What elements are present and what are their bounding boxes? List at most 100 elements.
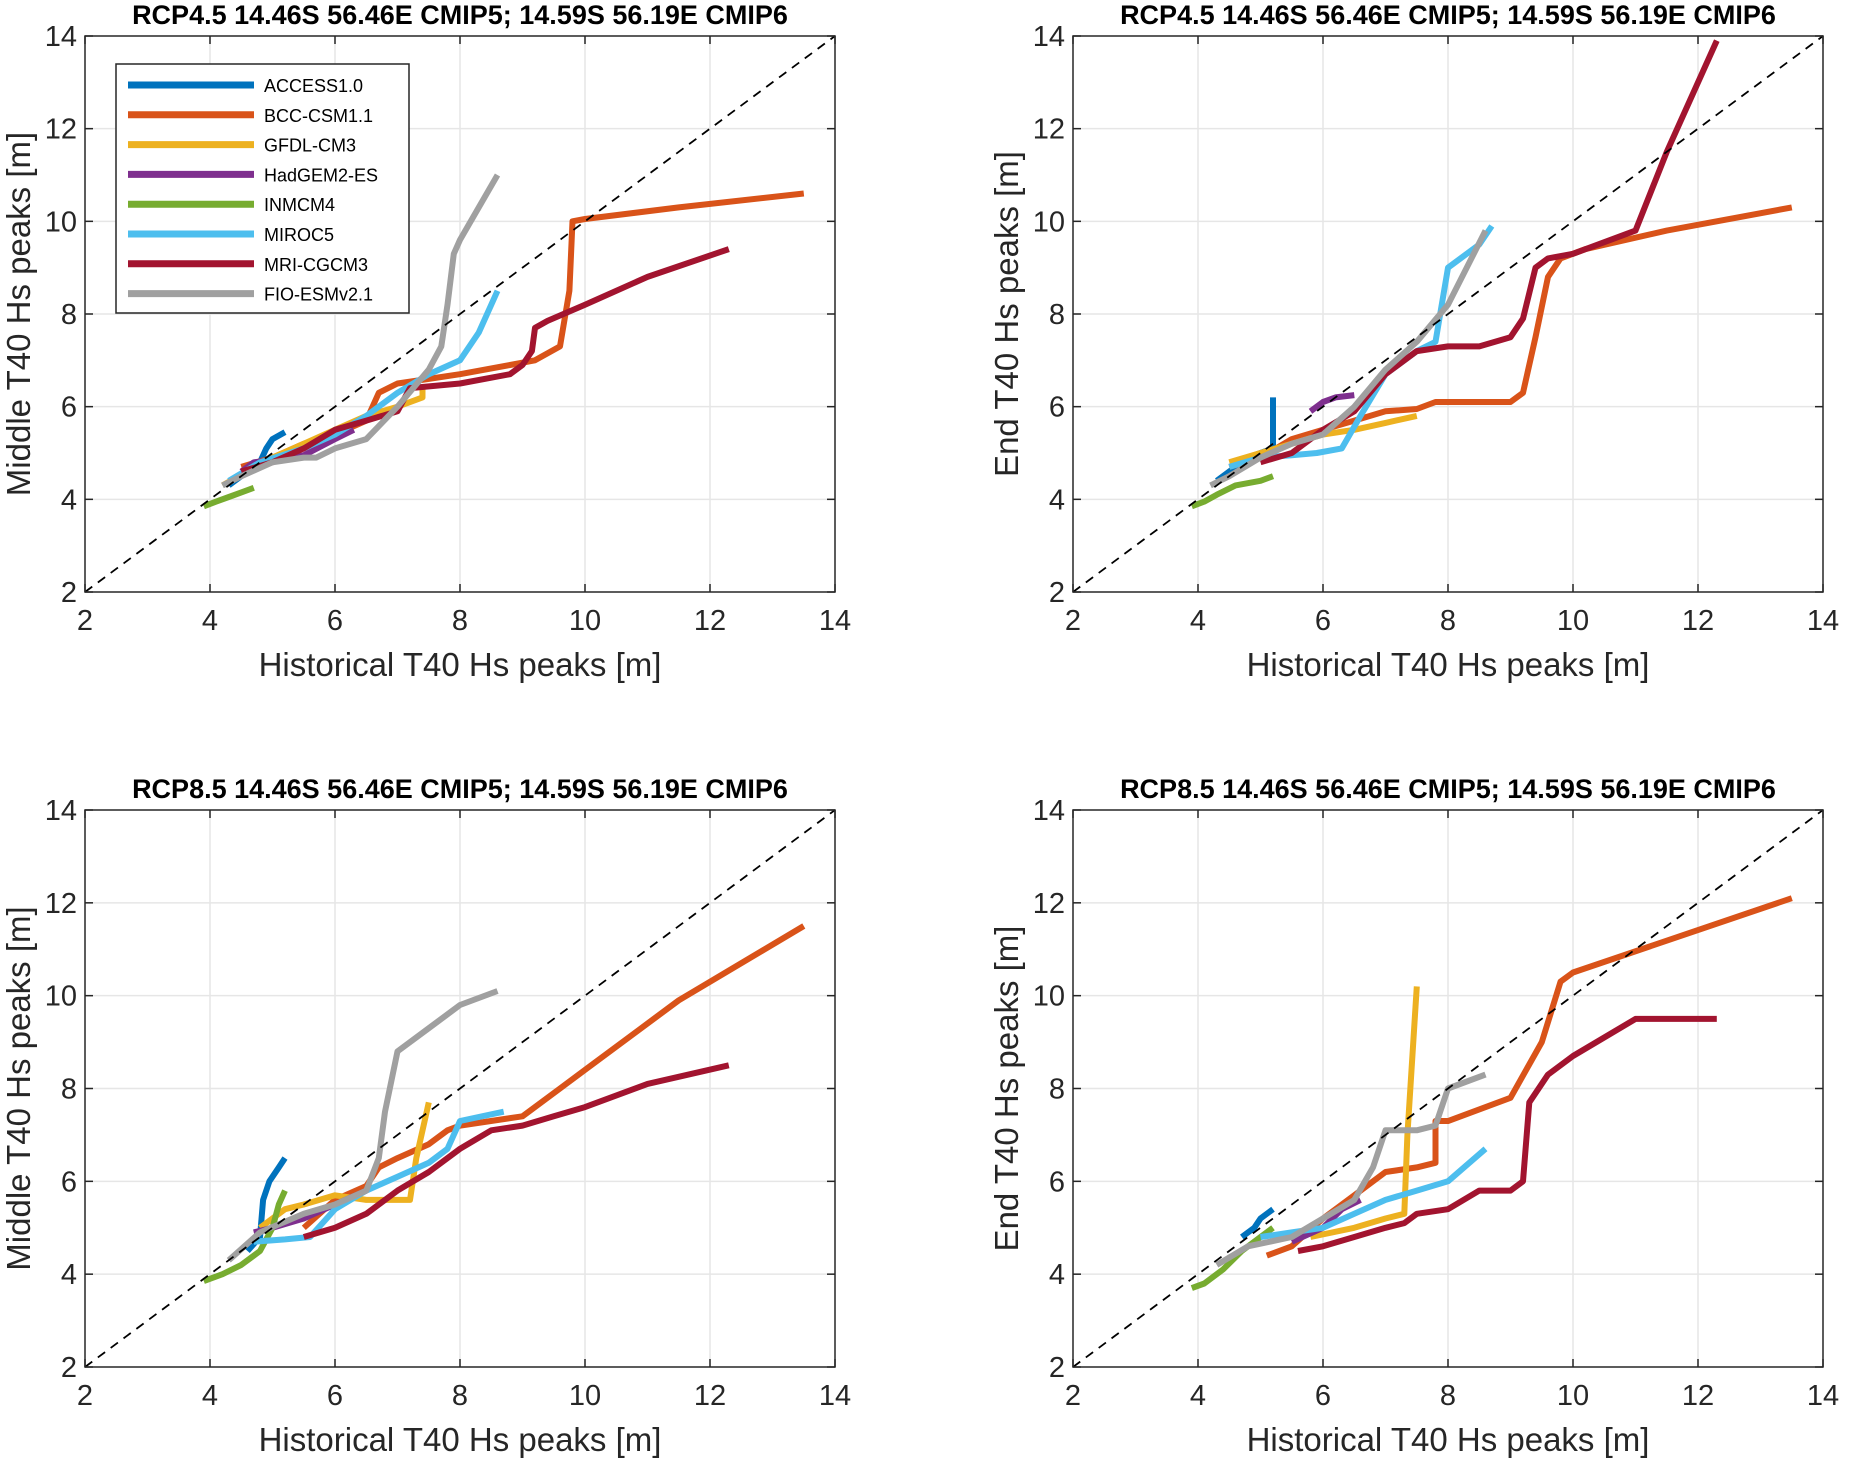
x-tick-label: 14 — [1807, 605, 1839, 637]
legend-label: BCC-CSM1.1 — [264, 106, 373, 126]
y-tick-label: 2 — [1049, 1352, 1065, 1384]
x-tick-label: 14 — [819, 605, 851, 637]
x-tick-label: 12 — [694, 605, 726, 637]
y-axis-label: End T40 Hs peaks [m] — [988, 151, 1025, 477]
x-tick-label: 12 — [1682, 605, 1714, 637]
y-tick-label: 8 — [61, 299, 77, 331]
x-tick-label: 2 — [77, 605, 93, 637]
x-axis-label: Historical T40 Hs peaks [m] — [1247, 646, 1650, 683]
series-line-inmcm4 — [1190, 473, 1275, 510]
y-tick-label: 6 — [1049, 1166, 1065, 1198]
x-axis-label: Historical T40 Hs peaks [m] — [1247, 1421, 1650, 1458]
series-line-access1-0 — [1240, 1206, 1275, 1240]
x-tick-label: 8 — [452, 1380, 468, 1412]
y-tick-label: 10 — [1033, 206, 1065, 238]
plot-title: RCP8.5 14.46S 56.46E CMIP5; 14.59S 56.19… — [132, 774, 788, 804]
series-line-fio-esmv2-1 — [1215, 1071, 1487, 1268]
y-axis-label: Middle T40 Hs peaks [m] — [0, 132, 37, 496]
plot-panel-bottom-right: 2 4 6 8 10 12 14 2 4 6 8 10 12 14 Historical T40 Hs pe… — [988, 774, 1839, 1458]
y-tick-label: 4 — [1049, 484, 1065, 516]
series-line-miroc5 — [253, 1108, 505, 1245]
legend: ACCESS1.0 BCC-CSM1.1 GFDL-CM3 HadGEM2-ES INM… — [115, 63, 410, 314]
one-to-one-reference-line — [84, 35, 836, 593]
legend-label: ACCESS1.0 — [264, 76, 363, 96]
y-tick-label: 2 — [61, 1352, 77, 1384]
plot-panel-bottom-left: 2 4 6 8 10 12 14 2 4 6 8 10 12 14 Historical T40 Hs pe… — [0, 774, 851, 1458]
y-tick-label: 2 — [1049, 577, 1065, 609]
series-line-fio-esmv2-1 — [1209, 229, 1489, 489]
series-line-mri-cgcm3 — [240, 246, 730, 475]
x-tick-label: 4 — [202, 1380, 218, 1412]
x-tick-label: 14 — [819, 1380, 851, 1412]
series-line-inmcm4 — [202, 484, 255, 510]
x-tick-label: 12 — [694, 1380, 726, 1412]
x-tick-label: 2 — [1065, 1380, 1081, 1412]
x-axis-label: Historical T40 Hs peaks [m] — [259, 1421, 662, 1458]
series-line-fio-esmv2-1 — [226, 988, 499, 1263]
legend-label: INMCM4 — [264, 195, 335, 215]
y-tick-label: 12 — [45, 888, 77, 920]
legend-label: HadGEM2-ES — [264, 165, 378, 185]
y-tick-label: 4 — [61, 1259, 77, 1291]
y-tick-label: 12 — [1033, 888, 1065, 920]
y-axis-label: End T40 Hs peaks [m] — [988, 926, 1025, 1252]
x-tick-label: 6 — [327, 1380, 343, 1412]
plot-panel-top-right: 2 4 6 8 10 12 14 2 4 6 8 10 12 14 Historical T40 Hs pe… — [988, 0, 1839, 683]
plot-title: RCP4.5 14.46S 56.46E CMIP5; 14.59S 56.19… — [132, 0, 788, 30]
y-tick-label: 14 — [45, 21, 77, 53]
y-tick-label: 8 — [1049, 1074, 1065, 1106]
x-tick-label: 10 — [1557, 1380, 1589, 1412]
legend-box — [115, 63, 410, 314]
series-line-inmcm4 — [202, 1189, 288, 1284]
x-tick-label: 2 — [1065, 605, 1081, 637]
y-tick-label: 14 — [1033, 21, 1065, 53]
y-tick-label: 4 — [1049, 1259, 1065, 1291]
legend-label: FIO-ESMv2.1 — [264, 285, 373, 305]
x-tick-label: 8 — [1440, 1380, 1456, 1412]
legend-label: GFDL-CM3 — [264, 136, 356, 156]
series-line-mri-cgcm3 — [302, 1062, 730, 1240]
x-tick-label: 8 — [1440, 605, 1456, 637]
x-tick-label: 4 — [202, 605, 218, 637]
x-tick-label: 6 — [1315, 605, 1331, 637]
x-tick-label: 14 — [1807, 1380, 1839, 1412]
series-line-mri-cgcm3 — [1297, 1015, 1717, 1254]
y-tick-label: 6 — [61, 1166, 77, 1198]
y-tick-label: 8 — [1049, 299, 1065, 331]
x-tick-label: 4 — [1190, 1380, 1206, 1412]
y-tick-label: 10 — [45, 981, 77, 1013]
one-to-one-reference-line — [84, 809, 836, 1368]
x-tick-label: 10 — [569, 1380, 601, 1412]
x-tick-label: 2 — [77, 1380, 93, 1412]
y-tick-label: 8 — [61, 1074, 77, 1106]
x-tick-label: 12 — [1682, 1380, 1714, 1412]
x-tick-label: 10 — [1557, 605, 1589, 637]
x-tick-label: 10 — [569, 605, 601, 637]
x-tick-label: 6 — [1315, 1380, 1331, 1412]
y-tick-label: 14 — [1033, 795, 1065, 827]
y-tick-label: 12 — [1033, 114, 1065, 146]
plot-title: RCP8.5 14.46S 56.46E CMIP5; 14.59S 56.19… — [1120, 774, 1776, 804]
y-tick-label: 4 — [61, 484, 77, 516]
x-tick-label: 8 — [452, 605, 468, 637]
series-line-fio-esmv2-1 — [221, 173, 501, 489]
y-tick-label: 2 — [61, 577, 77, 609]
one-to-one-reference-line — [1072, 35, 1824, 593]
one-to-one-reference-line — [1072, 809, 1824, 1368]
x-tick-label: 6 — [327, 605, 343, 637]
x-tick-label: 4 — [1190, 605, 1206, 637]
legend-label: MRI-CGCM3 — [264, 255, 368, 275]
y-tick-label: 10 — [1033, 981, 1065, 1013]
series-line-hadgem2-es — [1308, 392, 1355, 414]
y-tick-label: 6 — [61, 392, 77, 424]
y-tick-label: 10 — [45, 206, 77, 238]
x-axis-label: Historical T40 Hs peaks [m] — [259, 646, 662, 683]
legend-label: MIROC5 — [264, 225, 334, 245]
plot-title: RCP4.5 14.46S 56.46E CMIP5; 14.59S 56.19… — [1120, 0, 1776, 30]
y-axis-label: Middle T40 Hs peaks [m] — [0, 906, 37, 1270]
series-line-gfdl-cm3 — [1309, 986, 1420, 1240]
y-tick-label: 6 — [1049, 392, 1065, 424]
y-tick-label: 14 — [45, 795, 77, 827]
y-tick-label: 12 — [45, 114, 77, 146]
